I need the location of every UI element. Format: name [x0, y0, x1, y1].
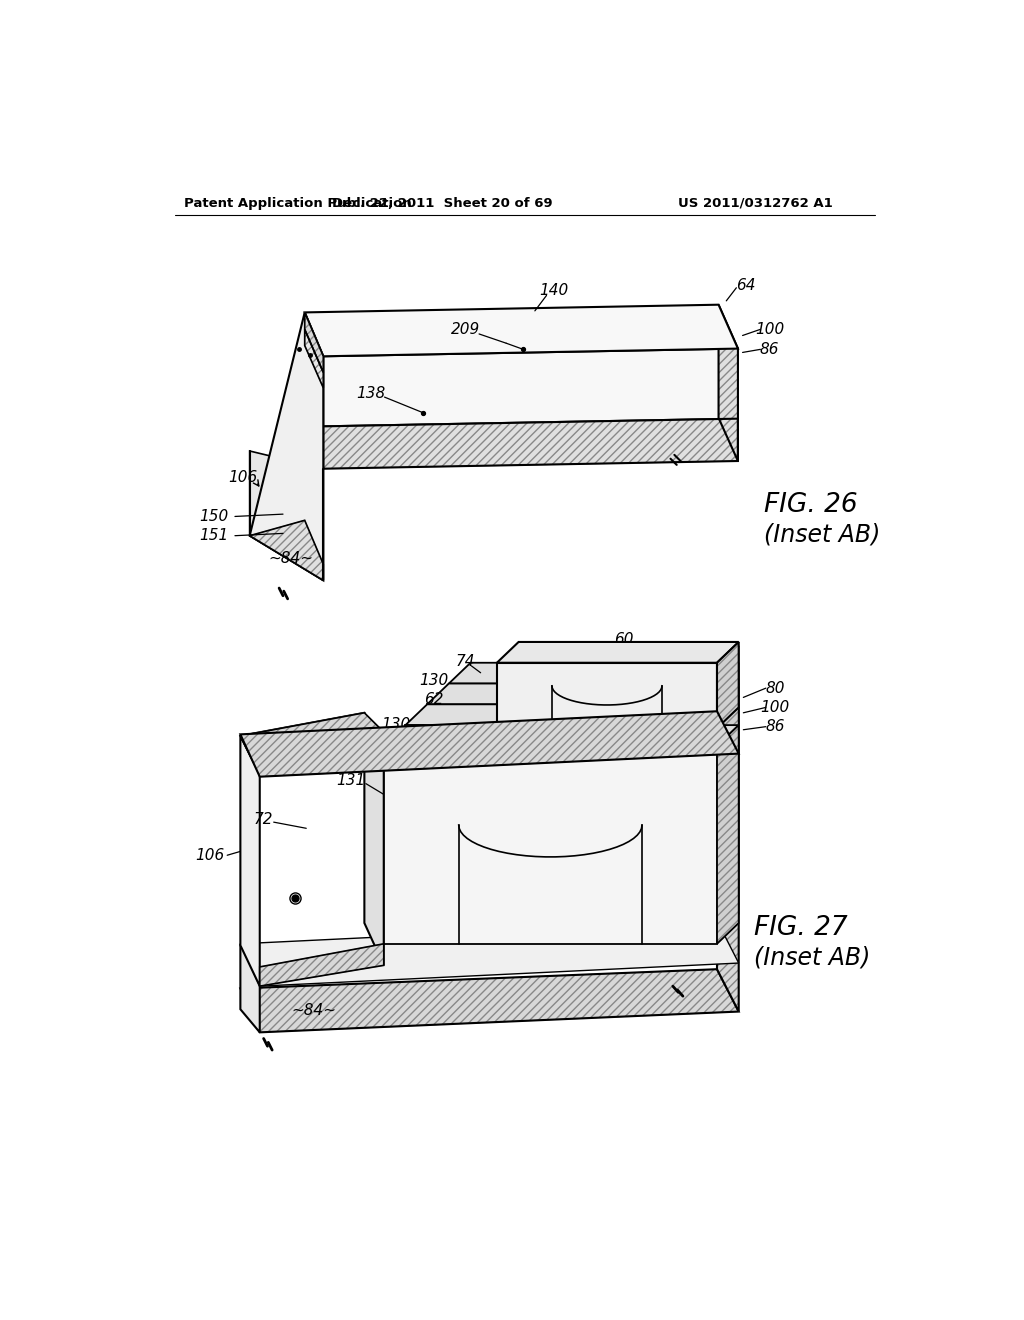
Text: US 2011/0312762 A1: US 2011/0312762 A1 — [679, 197, 834, 210]
Polygon shape — [250, 520, 324, 581]
Text: 72: 72 — [254, 812, 273, 826]
Polygon shape — [497, 667, 717, 906]
Polygon shape — [305, 313, 324, 372]
Text: 94: 94 — [564, 675, 584, 689]
Polygon shape — [717, 642, 738, 729]
Polygon shape — [241, 969, 738, 1032]
Polygon shape — [260, 944, 384, 986]
Text: 106: 106 — [228, 470, 257, 486]
Polygon shape — [241, 713, 384, 775]
Polygon shape — [497, 642, 738, 663]
Text: 80: 80 — [765, 681, 784, 696]
Polygon shape — [324, 348, 738, 426]
Text: 86: 86 — [765, 719, 784, 734]
Text: 150: 150 — [200, 510, 228, 524]
Polygon shape — [241, 944, 260, 1032]
Text: 130: 130 — [381, 717, 410, 731]
Polygon shape — [427, 684, 738, 705]
Text: FIG. 26: FIG. 26 — [764, 492, 857, 517]
Polygon shape — [717, 645, 738, 906]
Polygon shape — [406, 705, 738, 725]
Polygon shape — [324, 418, 738, 469]
Text: 100: 100 — [761, 700, 790, 715]
Polygon shape — [305, 305, 738, 356]
Text: 106: 106 — [195, 847, 224, 863]
Polygon shape — [305, 330, 324, 388]
Text: 130: 130 — [420, 673, 449, 688]
Polygon shape — [241, 737, 260, 986]
Polygon shape — [497, 645, 738, 667]
Polygon shape — [717, 705, 738, 935]
Text: 94: 94 — [510, 723, 529, 738]
Polygon shape — [384, 725, 738, 746]
Text: ~84~: ~84~ — [268, 552, 313, 566]
Polygon shape — [241, 713, 384, 755]
Text: 64: 64 — [736, 279, 756, 293]
Polygon shape — [427, 705, 717, 924]
Polygon shape — [449, 684, 717, 915]
Text: ~84~: ~84~ — [292, 1003, 337, 1018]
Polygon shape — [449, 663, 738, 684]
Polygon shape — [719, 305, 738, 461]
Polygon shape — [717, 725, 738, 944]
Text: Dec. 22, 2011  Sheet 20 of 69: Dec. 22, 2011 Sheet 20 of 69 — [332, 197, 552, 210]
Text: (Inset AB): (Inset AB) — [755, 945, 870, 970]
Text: Patent Application Publication: Patent Application Publication — [183, 197, 412, 210]
Polygon shape — [497, 663, 717, 729]
Polygon shape — [384, 746, 717, 944]
Text: 151: 151 — [200, 528, 228, 544]
Text: 209: 209 — [451, 322, 480, 337]
Polygon shape — [365, 713, 384, 965]
Text: 138: 138 — [356, 385, 385, 401]
Polygon shape — [717, 663, 738, 915]
Polygon shape — [717, 684, 738, 924]
Polygon shape — [406, 725, 717, 935]
Polygon shape — [717, 667, 738, 1011]
Polygon shape — [241, 921, 738, 986]
Polygon shape — [250, 313, 324, 581]
Text: 86: 86 — [760, 342, 779, 356]
Text: 60: 60 — [614, 632, 634, 647]
Polygon shape — [250, 451, 324, 581]
Polygon shape — [241, 711, 738, 776]
Text: 62: 62 — [424, 692, 443, 708]
Text: 100: 100 — [755, 322, 784, 337]
Text: 74: 74 — [456, 653, 475, 669]
Text: 140: 140 — [540, 284, 569, 298]
Text: 131: 131 — [336, 774, 365, 788]
Text: FIG. 27: FIG. 27 — [755, 915, 848, 941]
Text: (Inset AB): (Inset AB) — [764, 523, 880, 546]
